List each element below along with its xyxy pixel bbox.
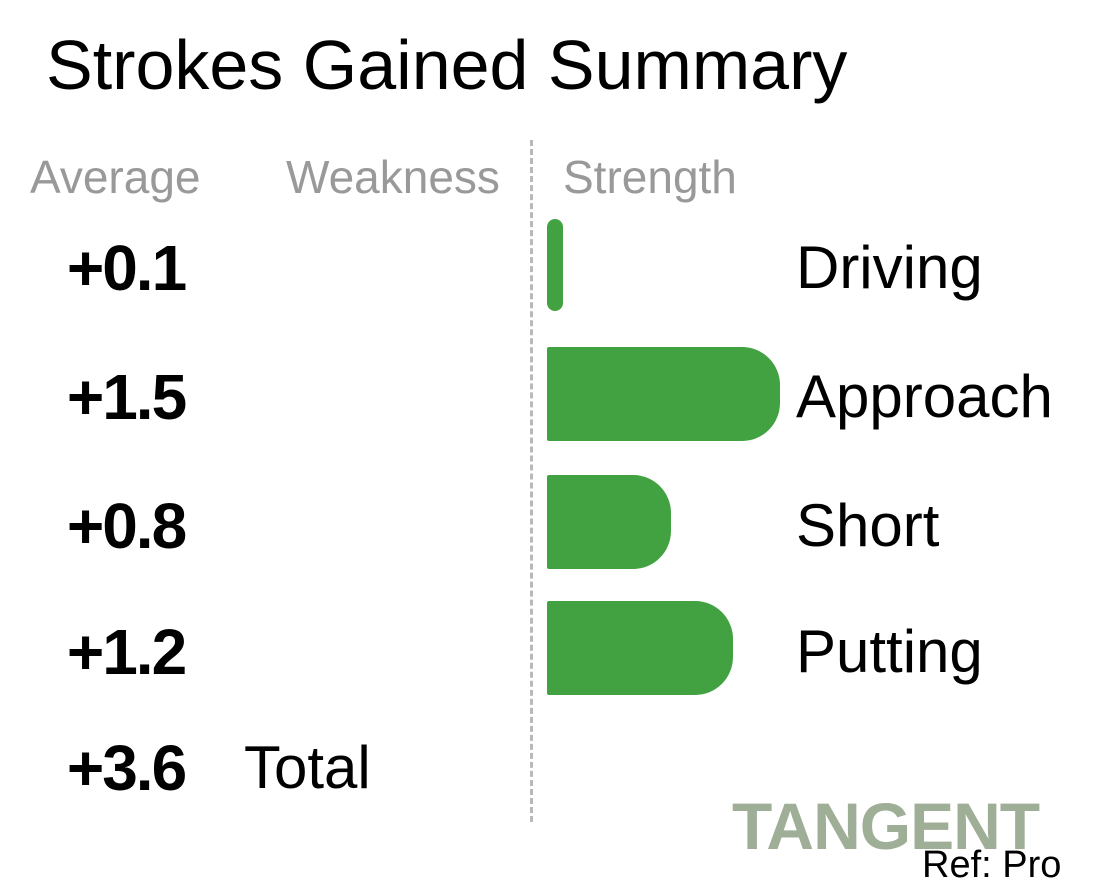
chart-title: Strokes Gained Summary xyxy=(46,26,848,104)
strength-header: Strength xyxy=(563,151,737,203)
average-value: +0.8 xyxy=(66,490,187,562)
category-label: Approach xyxy=(796,363,1053,430)
bar-driving xyxy=(547,219,563,311)
total-value: +3.6 xyxy=(66,732,187,804)
bar-putting xyxy=(547,601,733,695)
reference-label: Ref: Pro xyxy=(922,844,1062,886)
weakness-header: Weakness xyxy=(286,151,500,203)
tangent-logo: TANGENT xyxy=(732,789,1040,863)
bar-approach xyxy=(547,347,780,441)
category-label: Short xyxy=(796,492,940,559)
category-label: Putting xyxy=(796,618,983,685)
average-value: +1.2 xyxy=(66,616,187,688)
average-value: +0.1 xyxy=(66,232,187,304)
average-header: Average xyxy=(30,151,201,203)
category-label: Driving xyxy=(796,234,983,301)
bar-short xyxy=(547,475,671,569)
total-label: Total xyxy=(244,734,371,801)
average-value: +1.5 xyxy=(66,361,187,433)
zero-divider xyxy=(530,140,533,822)
